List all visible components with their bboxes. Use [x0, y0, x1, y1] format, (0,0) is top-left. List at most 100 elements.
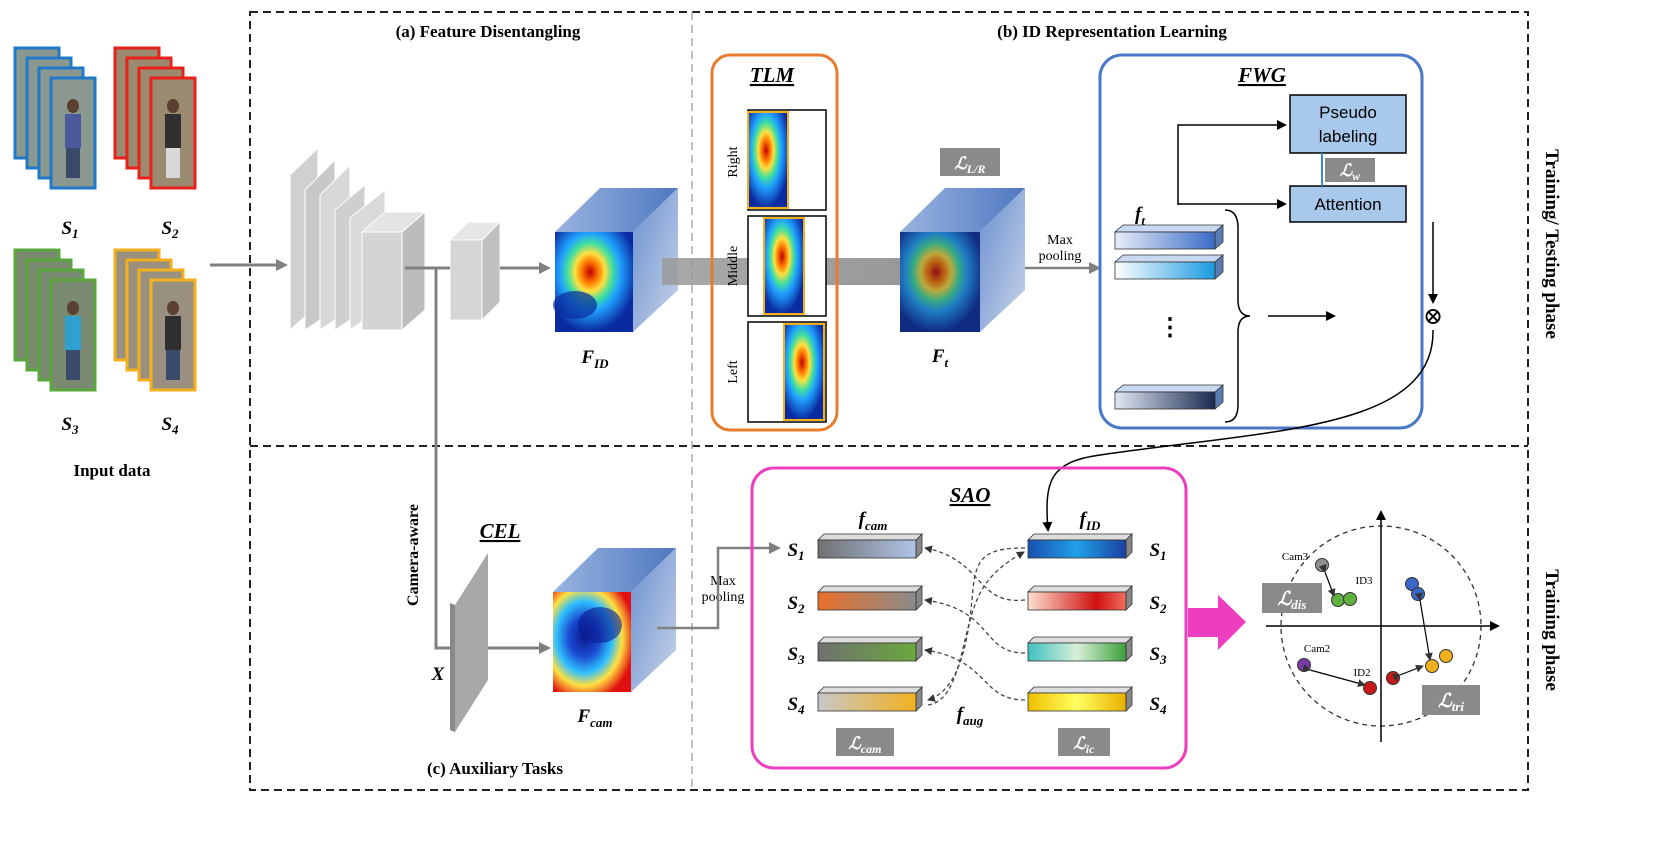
fwg-vector	[1114, 391, 1216, 410]
fwg-vectors	[1113, 224, 1225, 410]
person-legs	[166, 350, 180, 380]
scatter-point	[1425, 659, 1439, 673]
sao-faug-label: faug	[957, 704, 984, 728]
scatter-point	[1363, 681, 1377, 695]
svg-text:ℒw: ℒw	[1340, 161, 1361, 183]
attention-box	[1289, 185, 1407, 223]
section-frames	[249, 11, 1529, 791]
input-s2-label: S2	[161, 218, 179, 241]
section-a-title: (a) Feature Disentangling	[396, 22, 581, 41]
pooling-bottom-line1: Max	[710, 574, 736, 589]
fwg-vector	[1114, 261, 1216, 280]
input-s4-label: S4	[161, 414, 179, 437]
attention-label: Attention	[1314, 195, 1381, 214]
person-legs	[66, 350, 80, 380]
f-cam-label: Fcam	[576, 706, 612, 730]
sao-bar	[1027, 642, 1127, 662]
backbone-network	[289, 146, 502, 332]
scatter-links	[1302, 564, 1433, 688]
fwg-vector-top	[1113, 254, 1225, 263]
loss-cam-badge	[836, 728, 894, 756]
svg-text:ℒL/R: ℒL/R	[955, 154, 986, 176]
tlm-part-heatmap	[783, 323, 825, 421]
sao-feature-bars	[817, 533, 1133, 712]
sao-bar	[817, 642, 917, 662]
fwg-vector	[1114, 231, 1216, 250]
fwg-ft-label: ft	[1135, 204, 1145, 228]
sao-fcam-label: fcam	[859, 509, 888, 533]
sao-left-s2: S2	[787, 593, 805, 616]
sao-right-s4: S4	[1149, 694, 1167, 717]
person-body	[165, 316, 181, 350]
f-id-cube	[553, 188, 678, 332]
tlm-part-heatmap	[747, 111, 789, 209]
input-s1-label: S1	[61, 218, 78, 241]
person-body	[65, 114, 81, 148]
cel-title: CEL	[480, 519, 521, 543]
person-head	[167, 301, 179, 315]
pseudo-line2: labeling	[1319, 127, 1378, 146]
pooling-top-line1: Max	[1047, 233, 1073, 248]
svg-text:ℒdis: ℒdis	[1278, 589, 1307, 612]
person-body	[65, 316, 81, 350]
feature-space-plot	[1266, 510, 1500, 742]
sao-title: SAO	[950, 483, 991, 507]
scatter-id2: ID2	[1353, 667, 1370, 679]
camera-branch-arrow	[434, 268, 458, 650]
pooling-bottom-line2: pooling	[702, 590, 745, 605]
sao-bar-top	[817, 585, 923, 593]
sao-left-s3: S3	[787, 644, 805, 667]
sao-bar-top	[1027, 636, 1133, 644]
person-head	[67, 301, 79, 315]
sao-bar	[817, 539, 917, 559]
camera-aware-label: Camera-aware	[405, 504, 422, 606]
fwg-vector-top	[1113, 384, 1225, 393]
f-t-label: Ft	[931, 346, 949, 370]
fwg-dots: ⋮	[1158, 315, 1182, 341]
section-b-title: (b) ID Representation Learning	[997, 22, 1227, 41]
sao-bar	[1027, 539, 1127, 559]
sao-module-box	[750, 466, 1188, 770]
sao-bar-top	[1027, 533, 1133, 541]
tlm-part-left: Left	[726, 360, 741, 383]
person-legs	[166, 148, 180, 178]
sao-bar-top	[817, 636, 923, 644]
scatter-point	[1315, 558, 1329, 572]
section-c-title: (c) Auxiliary Tasks	[427, 759, 563, 778]
input-image-stacks	[13, 46, 197, 392]
tlm-title: TLM	[750, 63, 796, 87]
person-head	[167, 99, 179, 113]
x-label: X	[431, 664, 446, 685]
sao-left-s1: S1	[787, 540, 804, 563]
sao-fid-label: fID	[1080, 509, 1101, 533]
scatter-point	[1297, 658, 1311, 672]
loss-dis-badge	[1262, 583, 1322, 613]
loss-w-badge	[1325, 158, 1375, 182]
sao-left-s4: S4	[787, 694, 805, 717]
training-flow-arrow	[1188, 595, 1246, 650]
sao-bar	[817, 591, 917, 611]
scatter-point	[1343, 592, 1357, 606]
scatter-point	[1411, 587, 1425, 601]
tlm-part-right: Right	[726, 146, 741, 177]
fwg-module-box	[1098, 53, 1424, 430]
sao-bar-top	[1027, 686, 1133, 694]
person-head	[67, 99, 79, 113]
loss-lr-badge	[940, 148, 1000, 176]
tlm-part-heatmap	[763, 217, 805, 315]
person-legs	[66, 148, 80, 178]
phase-train-test: Training/ Testing phase	[1541, 149, 1562, 339]
fwg-to-sao-arrow	[1042, 329, 1434, 532]
fwg-vector-top	[1113, 224, 1225, 233]
sao-bar-top	[1027, 585, 1133, 593]
sao-bar-top	[817, 686, 923, 694]
input-s3-label: S3	[61, 414, 79, 437]
tlm-part-middle: Middle	[726, 246, 741, 286]
svg-text:ℒtri: ℒtri	[1438, 691, 1464, 714]
sao-right-s3: S3	[1149, 644, 1167, 667]
scatter-point	[1386, 671, 1400, 685]
phase-train: Training phase	[1541, 569, 1562, 691]
sao-bar	[817, 692, 917, 712]
f-id-label: FID	[580, 347, 609, 371]
